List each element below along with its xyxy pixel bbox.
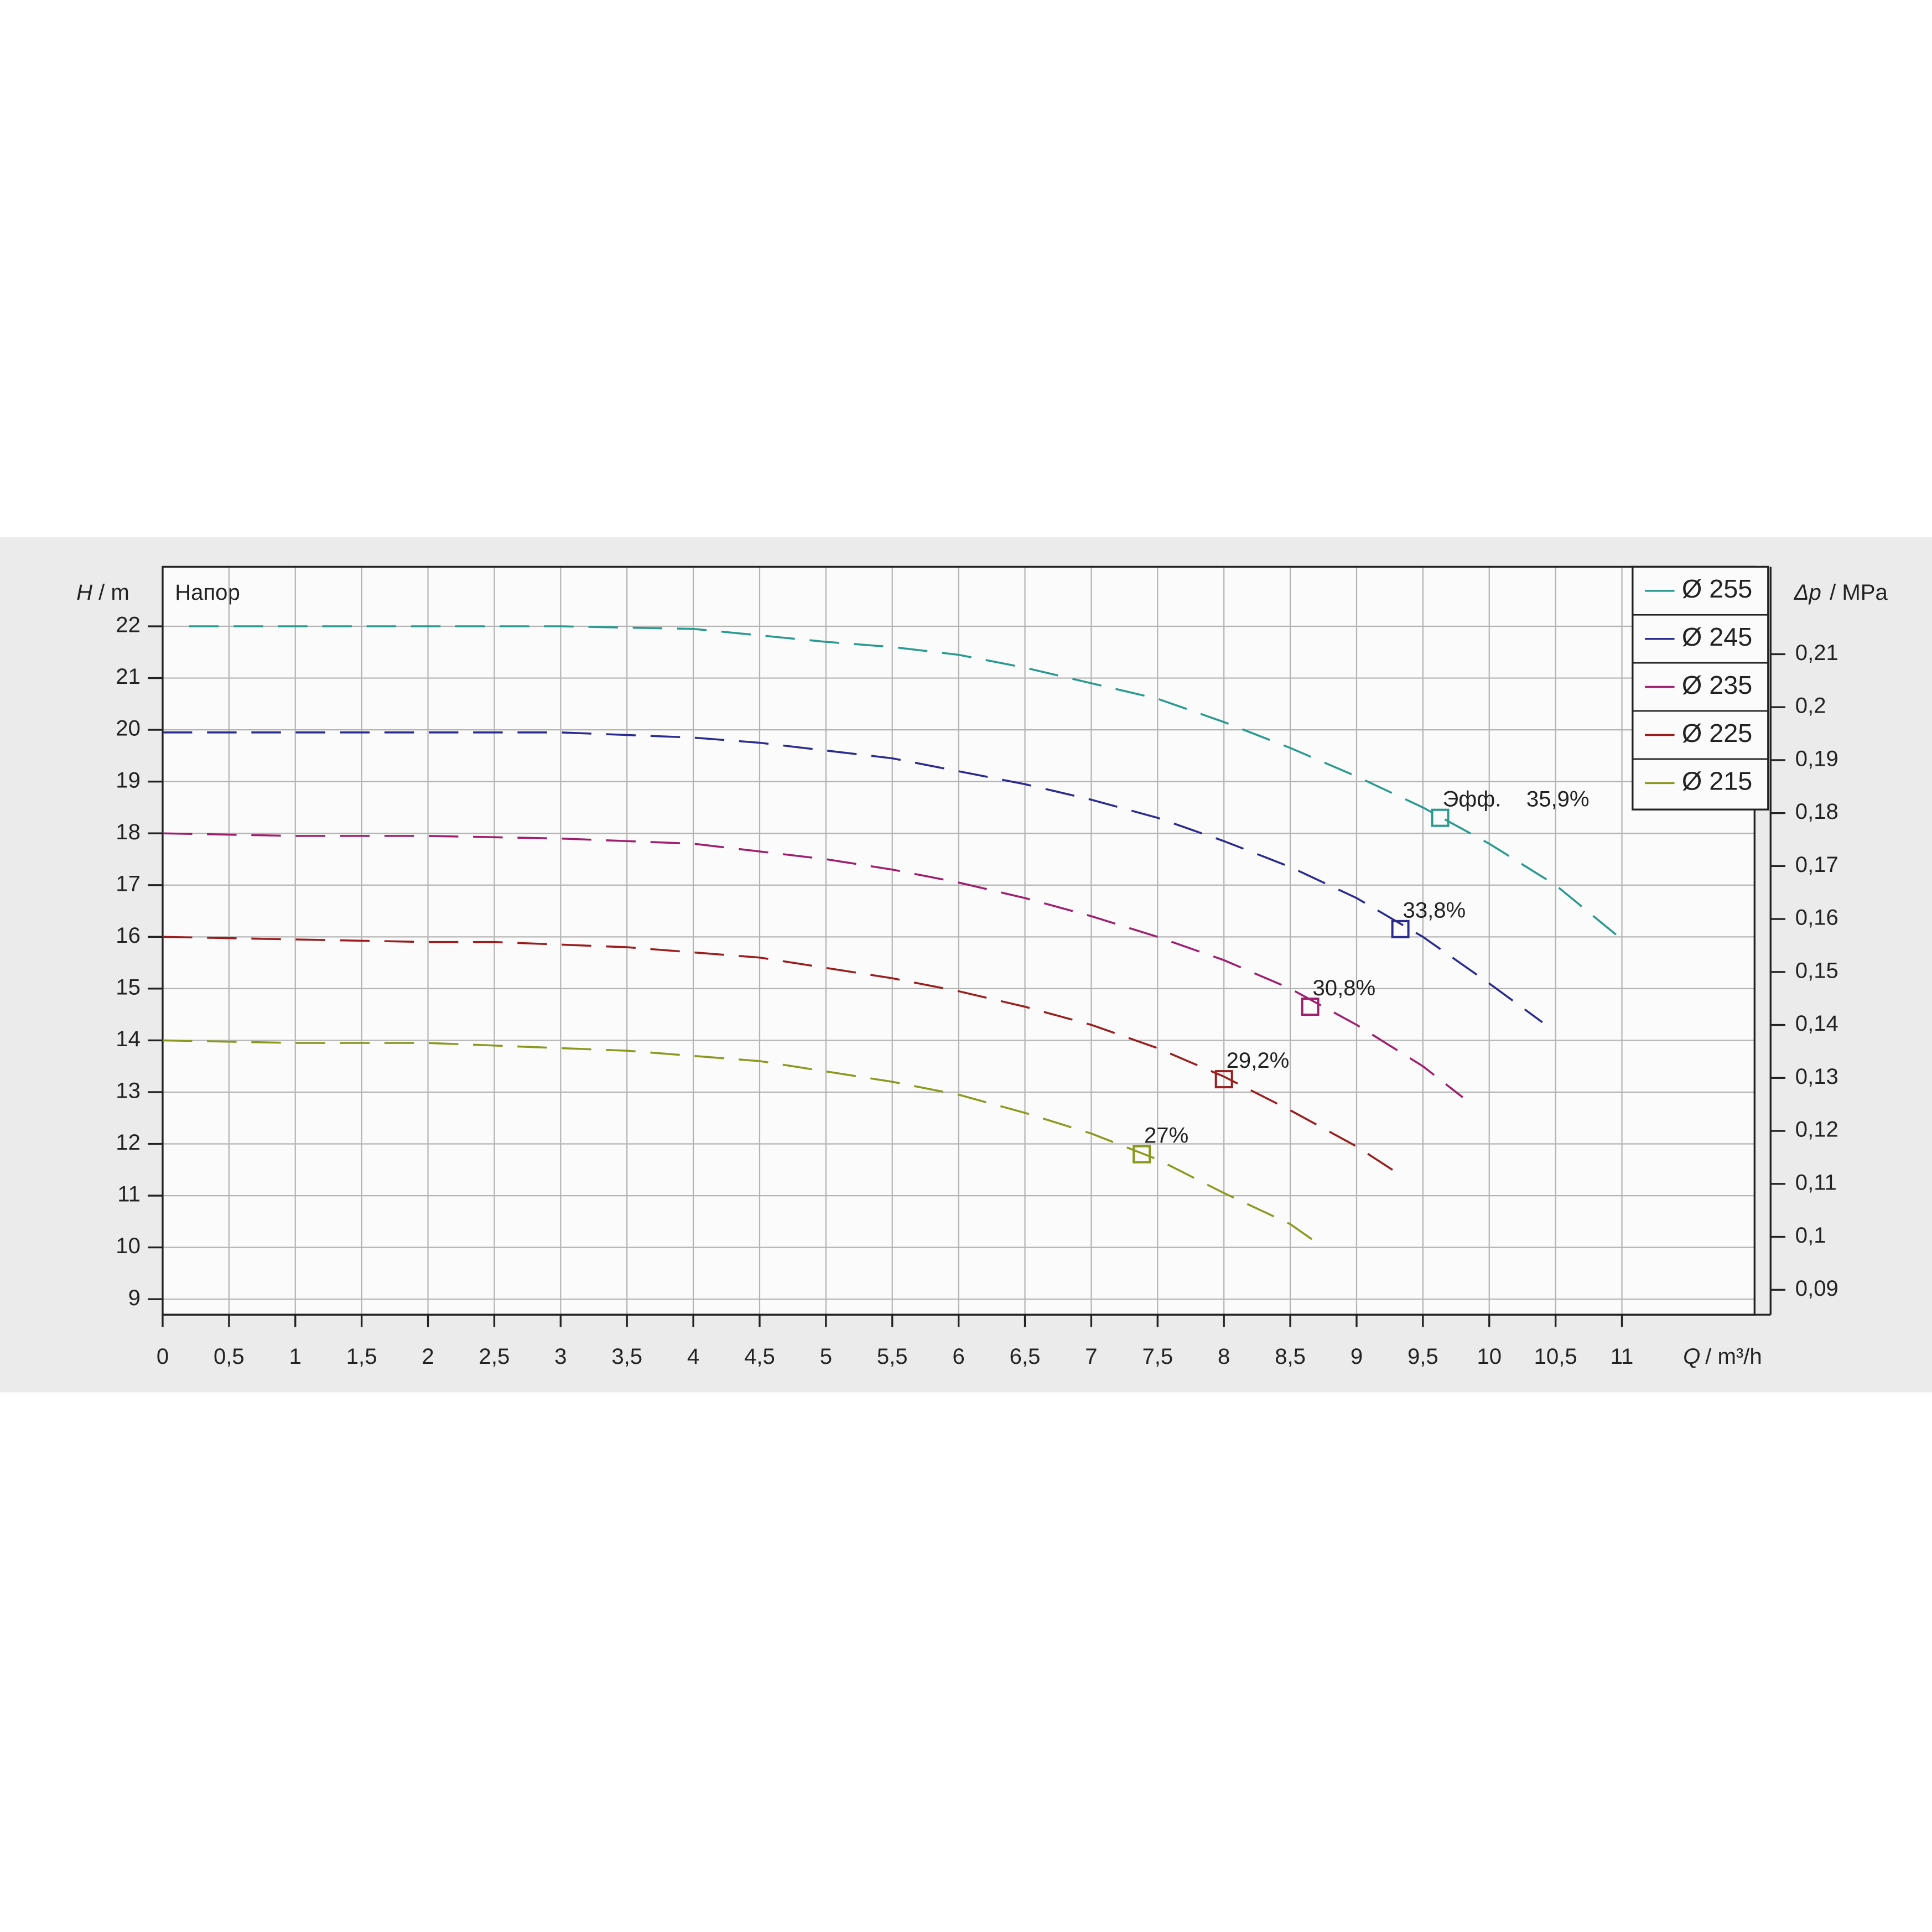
y-tick-label: 21 [116,664,141,689]
x-tick-label: 4 [687,1344,699,1369]
x-tick-label: 5 [820,1344,832,1369]
y-tick-label: 12 [116,1130,141,1155]
legend-label: Ø 225 [1682,719,1752,747]
y-tick-label: 11 [117,1182,141,1207]
y2-tick-label: 0,17 [1795,853,1838,877]
y-tick-label: 16 [116,923,141,948]
y-label-symbol: H [76,580,92,605]
curve [162,731,1543,1024]
x-tick-label: 10 [1477,1344,1502,1369]
annotation: Напор [175,580,240,605]
x-tick-label: 11 [1611,1344,1634,1369]
x-tick-label: 8,5 [1275,1344,1306,1369]
x-tick-label: 0 [157,1344,169,1369]
x-tick-label: 2,5 [479,1344,510,1369]
y-tick-label: 17 [116,871,141,896]
curve [162,936,1397,1173]
x-tick-label: 2 [422,1344,434,1369]
y2-label-unit: / MPa [1830,580,1888,605]
x-tick-label: 1 [289,1344,302,1369]
efficiency-label: 33,8% [1403,899,1466,923]
efficiency-label: 30,8% [1313,976,1376,1000]
x-tick-label: 3 [554,1344,567,1369]
x-tick-label: 3,5 [611,1344,642,1369]
y-label-unit: / m [98,580,129,605]
legend [1632,565,1769,811]
y2-tick-label: 0,09 [1795,1276,1838,1301]
x-tick-label: 6 [952,1344,964,1369]
efficiency-prefix: Эфф. [1442,787,1501,812]
y-tick-label: 9 [128,1286,141,1310]
x-tick-label: 1,5 [346,1344,377,1369]
efficiency-marker [1431,808,1450,827]
legend-label: Ø 255 [1682,574,1752,603]
y-tick-label: 10 [116,1234,141,1258]
x-tick-label: 0,5 [214,1344,245,1369]
y2-tick-label: 0,16 [1795,906,1838,930]
y2-tick-label: 0,13 [1795,1064,1838,1089]
efficiency-marker [1391,920,1410,938]
efficiency-label: 29,2% [1227,1048,1290,1073]
x-tick-label: 6,5 [1010,1344,1041,1369]
x-tick-label: 9,5 [1408,1344,1438,1369]
y-tick-label: 18 [116,820,141,844]
y2-tick-label: 0,12 [1795,1118,1838,1142]
y2-tick-label: 0,1 [1795,1223,1826,1248]
x-tick-label: 9 [1351,1344,1363,1369]
y2-tick-label: 0,21 [1795,641,1838,665]
legend-label: Ø 215 [1682,767,1752,796]
y2-tick-label: 0,18 [1795,799,1838,824]
legend-label: Ø 245 [1682,622,1752,651]
x-tick-label: 7 [1085,1344,1097,1369]
y2-tick-label: 0,19 [1795,746,1838,771]
x-tick-label: 4,5 [744,1344,775,1369]
y-tick-label: 14 [116,1027,141,1051]
y-tick-label: 13 [116,1079,141,1103]
y-tick-label: 20 [116,716,141,741]
x-label-unit: / m³/h [1705,1344,1762,1369]
curve [162,1039,1325,1249]
efficiency-marker [1301,998,1320,1016]
y2-tick-label: 0,11 [1795,1170,1837,1194]
efficiency-marker [1214,1070,1233,1089]
x-tick-label: 8 [1218,1344,1230,1369]
x-tick-label: 10,5 [1534,1344,1577,1369]
y2-tick-label: 0,14 [1795,1011,1838,1036]
y2-tick-label: 0,15 [1795,958,1838,983]
y2-label-symbol: Δp [1794,580,1821,605]
efficiency-marker [1133,1145,1151,1164]
efficiency-label: 27% [1144,1124,1188,1148]
x-tick-label: 5,5 [877,1344,908,1369]
y-tick-label: 19 [116,768,141,792]
legend-label: Ø 235 [1682,671,1752,699]
curve [162,832,1463,1098]
x-tick-label: 7,5 [1142,1344,1173,1369]
y-tick-label: 15 [116,975,141,999]
y2-tick-label: 0,2 [1795,694,1826,718]
x-label-symbol: Q [1683,1344,1700,1369]
efficiency-label: 35,9% [1526,787,1590,812]
y-tick-label: 22 [116,613,141,637]
